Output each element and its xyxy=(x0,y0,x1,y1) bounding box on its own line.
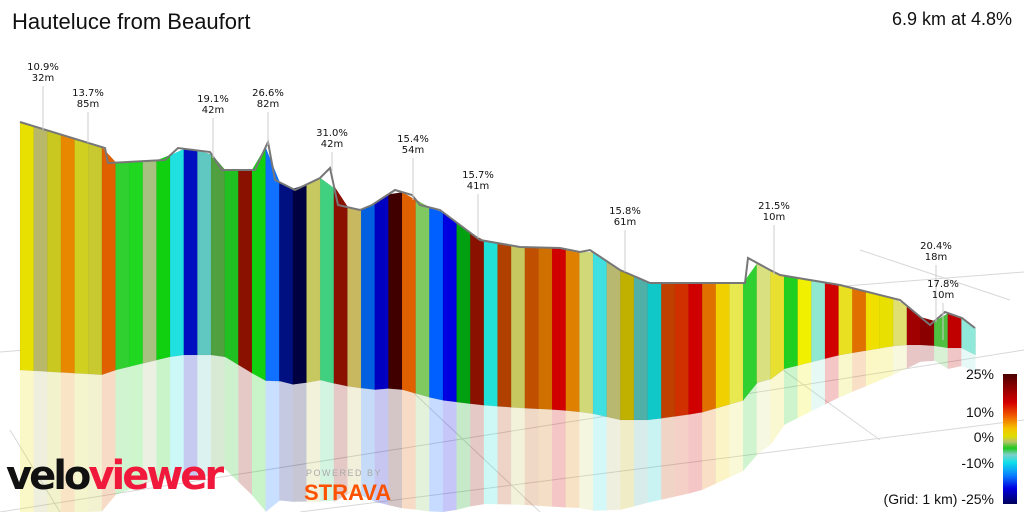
annotation: 19.1% 42m xyxy=(197,94,229,116)
logo-velo: velo xyxy=(6,453,91,499)
page-title: Hauteluce from Beaufort xyxy=(12,9,251,34)
annotation: 17.8% 10m xyxy=(927,279,959,301)
annotation: 10.9% 32m xyxy=(27,62,59,84)
annotation: 31.0% 42m xyxy=(316,128,348,150)
route-summary: 6.9 km at 4.8% xyxy=(891,9,1012,29)
veloviewer-logo[interactable]: veloviewer xyxy=(6,452,224,500)
legend-label-minus25: (Grid: 1 km) -25% xyxy=(883,491,994,507)
profile-outline xyxy=(19,121,976,329)
legend-label-25: 25% xyxy=(965,366,994,382)
powered-by-label: POWERED BY xyxy=(306,468,383,478)
gradient-colorbar xyxy=(1003,374,1017,504)
legend-label-minus10: -10% xyxy=(961,455,994,471)
legend-label-10: 10% xyxy=(965,404,994,420)
legend-label-0: 0% xyxy=(973,429,994,445)
annotation: 15.4% 54m xyxy=(397,134,429,156)
annotation: 15.8% 61m xyxy=(609,206,641,228)
annotation: 26.6% 82m xyxy=(252,88,284,110)
profile-reflection xyxy=(20,345,976,512)
annotation-leaders xyxy=(42,86,944,340)
strava-logo[interactable]: STRAVA xyxy=(304,480,392,505)
annotation: 20.4% 18m xyxy=(920,241,952,263)
annotation: 13.7% 85m xyxy=(72,88,104,110)
logo-viewer: viewer xyxy=(88,453,224,499)
annotation: 21.5% 10m xyxy=(758,201,790,223)
annotation: 15.7% 41m xyxy=(462,170,494,192)
